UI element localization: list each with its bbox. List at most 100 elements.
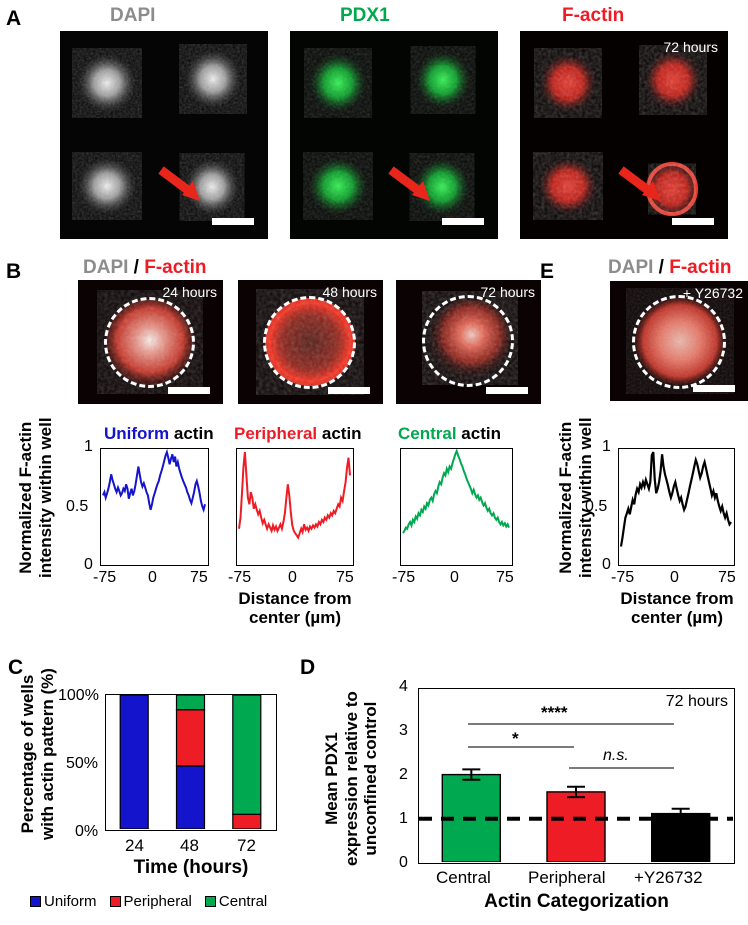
legend-swatch-uniform bbox=[30, 896, 41, 907]
panel-b-micrograph-72h: 72 hours bbox=[396, 280, 541, 404]
panel-e-micrograph: + Y26732 bbox=[610, 281, 748, 401]
legend-label-uniform: Uniform bbox=[44, 893, 97, 910]
trace-suffix-uniform: actin bbox=[169, 424, 214, 443]
panel-d-sigtext-4star: **** bbox=[541, 703, 568, 722]
panel-d-sigline-4star bbox=[468, 723, 674, 725]
panel-b-xtick-0-3: 0 bbox=[450, 569, 459, 586]
panel-a-scalebar-factin bbox=[672, 218, 714, 225]
panel-b-ytick-05: 0.5 bbox=[66, 498, 89, 515]
panel-a-scalebar-pdx1 bbox=[442, 218, 484, 225]
panel-e-trace bbox=[619, 451, 732, 547]
panel-b-xtick-75-2: 75 bbox=[336, 569, 354, 586]
panel-d-sigtext-ns: n.s. bbox=[603, 747, 629, 764]
panel-d-ylabel-line1: Mean PDX1 bbox=[322, 732, 341, 825]
trace-cat-central: Central bbox=[398, 424, 457, 443]
panel-a-channel-label-pdx1: PDX1 bbox=[340, 5, 390, 26]
legend-swatch-central bbox=[204, 896, 216, 907]
panel-e-title-dapi: DAPI bbox=[608, 257, 654, 278]
panel-c-ylabel-line2: with actin pattern (%) bbox=[37, 668, 57, 840]
panel-b-micrograph-24h: 24 hours bbox=[78, 280, 223, 404]
panel-e-letter: E bbox=[540, 260, 555, 283]
panel-b-plot-uniform bbox=[100, 448, 209, 566]
panel-b-trace-uniform bbox=[102, 449, 206, 514]
panel-e-plot bbox=[618, 448, 735, 566]
panel-c-ytick-50: 50% bbox=[66, 755, 99, 772]
panel-d-sigtext-1star: * bbox=[512, 729, 519, 748]
panel-d-ytick-3: 3 bbox=[399, 722, 408, 739]
panel-b-ylabel-line1: Normalized F-actin bbox=[16, 421, 35, 574]
panel-d-ylabel-line3: unconfined control bbox=[361, 701, 381, 856]
panel-b-xtick-neg75-1: -75 bbox=[93, 569, 117, 586]
panel-e-xlabel: Distance from center (µm) bbox=[607, 589, 747, 627]
panel-d-bar bbox=[546, 791, 606, 862]
panel-d-sigline-ns bbox=[569, 767, 674, 769]
panel-c-ytick-100: 100% bbox=[58, 687, 99, 704]
panel-c-ytick-0: 0% bbox=[75, 823, 99, 840]
panel-e-title-factin: F-actin bbox=[669, 257, 732, 278]
panel-c-bar-segment bbox=[175, 709, 206, 767]
panel-c-ylabel: Percentage of wells with actin pattern (… bbox=[18, 668, 57, 840]
trace-suffix-peripheral: actin bbox=[317, 424, 362, 443]
panel-e-scalebar bbox=[693, 385, 735, 392]
legend-item-peripheral: Peripheral bbox=[109, 893, 192, 910]
panel-b-xlabel: Distance from center (µm) bbox=[225, 589, 365, 627]
panel-c-bar-segment bbox=[232, 813, 262, 829]
panel-c-letter: C bbox=[8, 656, 24, 679]
panel-a-micrograph-factin: 72 hours bbox=[520, 31, 728, 239]
legend-item-central: Central bbox=[204, 893, 267, 910]
panel-c-bar-segment bbox=[175, 695, 206, 711]
panel-e-xtick-neg75: -75 bbox=[611, 569, 635, 586]
panel-e-title-sep: / bbox=[653, 257, 670, 278]
panel-b-xtick-75-1: 75 bbox=[190, 569, 208, 586]
panel-b-plot-central bbox=[400, 448, 513, 566]
panel-a-channel-label-factin: F-actin bbox=[562, 5, 625, 26]
panel-d-error-bar bbox=[462, 768, 481, 781]
legend-swatch-peripheral bbox=[109, 896, 121, 907]
panel-b-well-outline-24h bbox=[104, 297, 195, 388]
panel-d-ylabel-line2: expression relative to bbox=[341, 691, 361, 866]
panel-a-channel-label-dapi: DAPI bbox=[110, 5, 156, 26]
panel-d-ylabel: Mean PDX1 expression relative to unconfi… bbox=[322, 691, 381, 866]
panel-b-trace-central bbox=[402, 449, 510, 534]
panel-b-xlabel-line1: Distance from bbox=[238, 589, 352, 608]
panel-c-plot bbox=[105, 694, 277, 831]
panel-d-ytick-1: 1 bbox=[399, 810, 408, 827]
panel-e-image-overlay: + Y26732 bbox=[682, 285, 743, 301]
panel-c-xtick-48: 48 bbox=[180, 836, 199, 855]
panel-b-xtick-neg75-3: -75 bbox=[392, 569, 416, 586]
panel-d-letter: D bbox=[300, 656, 316, 679]
panel-d-xtick-peripheral: Peripheral bbox=[528, 868, 606, 887]
panel-e-title: DAPI / F-actin bbox=[608, 258, 732, 277]
panel-b-plot-peripheral bbox=[236, 448, 354, 566]
panel-b-ytick-1: 1 bbox=[84, 438, 93, 455]
panel-b-micrograph-48h: 48 hours bbox=[238, 280, 383, 404]
arrow-head bbox=[642, 181, 660, 201]
panel-d-ytick-0: 0 bbox=[399, 854, 408, 871]
panel-e-well-outline bbox=[632, 295, 726, 389]
panel-b-scalebar-72h bbox=[486, 387, 528, 394]
panel-a-micrograph-pdx1 bbox=[290, 31, 498, 239]
panel-b-scalebar-48h bbox=[328, 387, 370, 394]
panel-c-bar-segment bbox=[232, 695, 262, 815]
panel-e-ytick-1: 1 bbox=[602, 438, 611, 455]
panel-e-ytick-05: 0.5 bbox=[585, 498, 608, 515]
panel-b-ytick-0: 0 bbox=[84, 556, 93, 573]
panel-e-ytick-0: 0 bbox=[602, 556, 611, 573]
arrow-head bbox=[182, 181, 200, 201]
panel-d-sigline-1star bbox=[468, 746, 574, 748]
panel-b-xtick-neg75-2: -75 bbox=[228, 569, 252, 586]
panel-b-xtick-0-2: 0 bbox=[288, 569, 297, 586]
panel-c-xtick-24: 24 bbox=[125, 836, 144, 855]
trace-suffix-central: actin bbox=[456, 424, 501, 443]
panel-a-micrograph-dapi bbox=[60, 31, 268, 239]
panel-d-bar bbox=[650, 812, 711, 862]
panel-c-bar-segment bbox=[119, 695, 149, 829]
panel-e-xlabel-line2: center (µm) bbox=[631, 607, 723, 627]
panel-b-scalebar-24h bbox=[168, 387, 210, 394]
legend-item-uniform: Uniform bbox=[30, 893, 97, 910]
panel-b-title-dapi: DAPI bbox=[83, 257, 129, 278]
panel-b-well-outline-72h bbox=[422, 295, 514, 387]
panel-d-xlabel: Actin Categorization bbox=[484, 891, 669, 912]
panel-b-ylabel: Normalized F-actin intensity within well bbox=[16, 417, 55, 578]
panel-d-timepoint-overlay: 72 hours bbox=[665, 693, 728, 710]
